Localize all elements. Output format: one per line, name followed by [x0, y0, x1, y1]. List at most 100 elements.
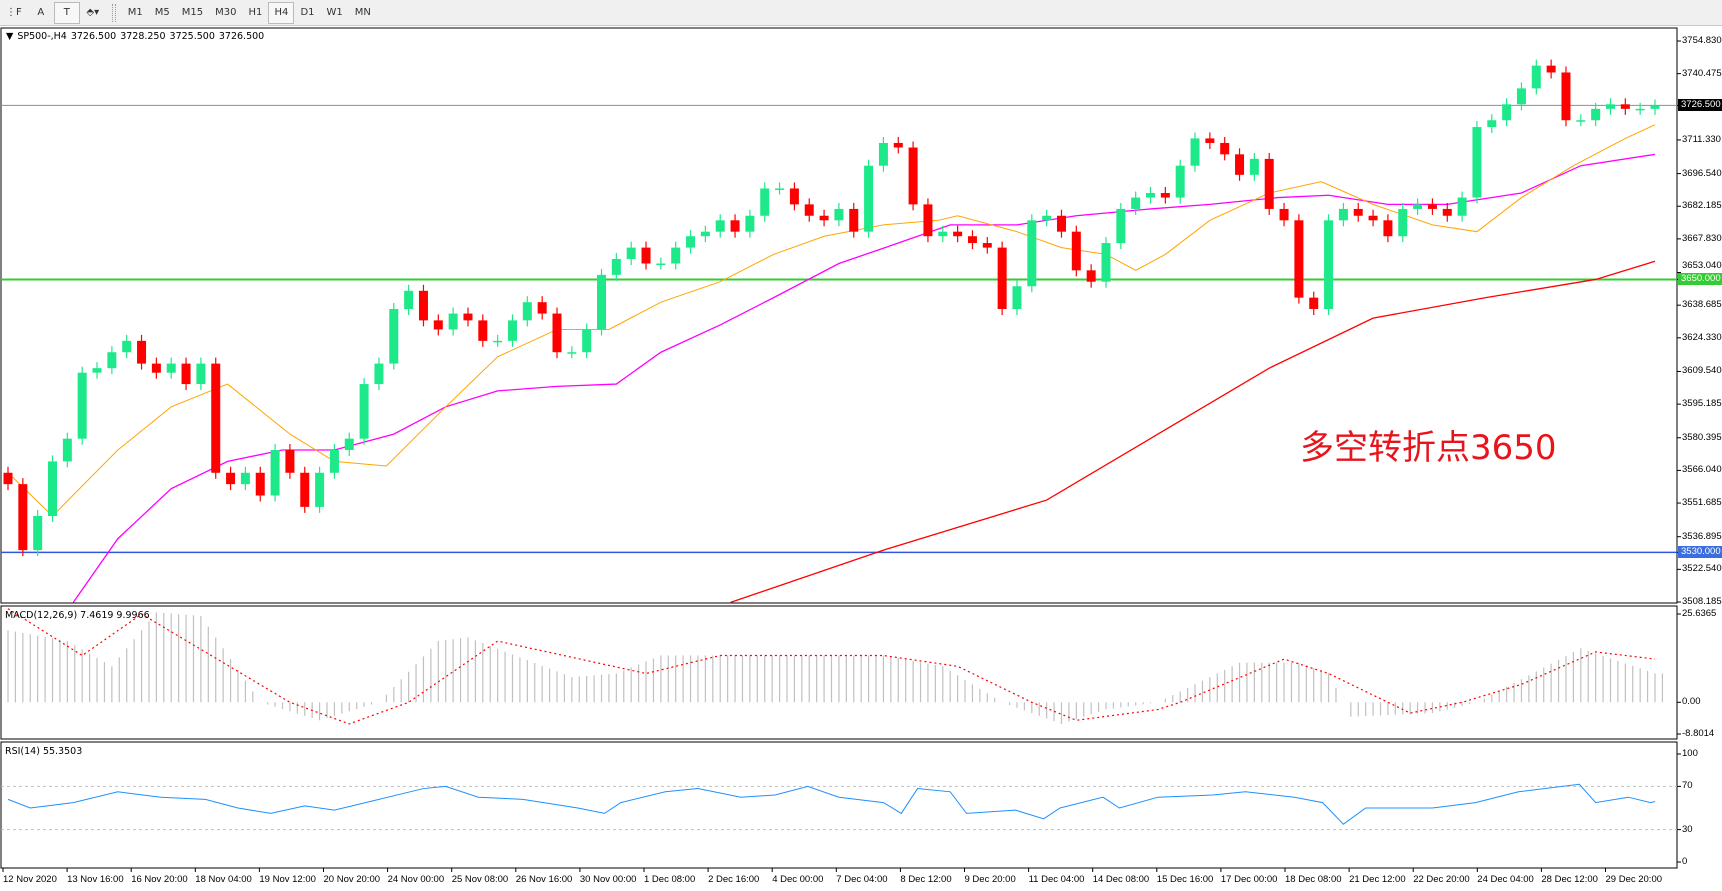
candle-body[interactable]: [374, 363, 384, 385]
candle-body[interactable]: [1294, 220, 1304, 298]
candle-body[interactable]: [864, 165, 874, 232]
candle-body[interactable]: [344, 438, 354, 451]
candle-body[interactable]: [300, 472, 310, 507]
candle-body[interactable]: [315, 472, 325, 507]
candle-body[interactable]: [582, 329, 592, 353]
candle-body[interactable]: [730, 220, 740, 232]
timeframe-h1[interactable]: H1: [248, 7, 263, 18]
candle-body[interactable]: [745, 215, 755, 232]
candle-body[interactable]: [789, 188, 799, 205]
candle-body[interactable]: [448, 313, 458, 330]
candle-body[interactable]: [1502, 104, 1512, 121]
candle-body[interactable]: [1309, 297, 1319, 310]
candle-body[interactable]: [1056, 215, 1066, 232]
candle-body[interactable]: [804, 204, 814, 216]
candle-body[interactable]: [1650, 105, 1660, 109]
candle-body[interactable]: [1235, 154, 1245, 175]
candle-body[interactable]: [493, 340, 503, 343]
candle-body[interactable]: [671, 247, 681, 264]
candle-body[interactable]: [151, 363, 161, 373]
candle-body[interactable]: [1086, 270, 1096, 282]
candle-body[interactable]: [137, 340, 147, 364]
candle-body[interactable]: [1576, 120, 1586, 122]
candle-body[interactable]: [1190, 138, 1200, 166]
candle-body[interactable]: [760, 188, 770, 216]
candle-body[interactable]: [552, 313, 562, 353]
candle-body[interactable]: [641, 247, 651, 264]
candle-body[interactable]: [33, 515, 43, 551]
candle-body[interactable]: [1487, 120, 1497, 128]
candle-body[interactable]: [923, 204, 933, 237]
candle-body[interactable]: [1353, 208, 1363, 216]
candle-body[interactable]: [122, 340, 132, 353]
candle-body[interactable]: [537, 302, 547, 314]
candle-body[interactable]: [1398, 208, 1408, 237]
timeframe-m1[interactable]: M1: [127, 7, 143, 18]
period-separator-icon[interactable]: ⋮F: [6, 7, 22, 18]
candle-body[interactable]: [1442, 208, 1452, 216]
text-label-icon[interactable]: T: [53, 1, 80, 24]
candle-body[interactable]: [1205, 138, 1215, 143]
candle-body[interactable]: [953, 231, 963, 237]
candle-body[interactable]: [1116, 208, 1126, 244]
candle-body[interactable]: [1160, 193, 1170, 198]
candle-body[interactable]: [329, 450, 339, 473]
candle-body[interactable]: [1457, 197, 1467, 216]
candle-body[interactable]: [1368, 215, 1378, 221]
candle-body[interactable]: [567, 352, 577, 354]
candle-body[interactable]: [626, 247, 636, 259]
candle-body[interactable]: [1131, 197, 1141, 209]
candle-body[interactable]: [1591, 108, 1601, 121]
candle-body[interactable]: [1249, 158, 1259, 175]
candle-body[interactable]: [507, 320, 517, 341]
candle-body[interactable]: [1146, 193, 1156, 198]
candle-body[interactable]: [92, 368, 102, 373]
candle-body[interactable]: [1635, 108, 1645, 111]
timeframe-w1[interactable]: W1: [326, 7, 343, 18]
candle-body[interactable]: [404, 290, 414, 310]
candle-body[interactable]: [1516, 88, 1526, 105]
timeframe-d1[interactable]: D1: [300, 7, 315, 18]
candle-body[interactable]: [3, 472, 13, 485]
candle-body[interactable]: [255, 472, 265, 496]
chart-annotation[interactable]: 多空转折点3650: [1300, 428, 1557, 468]
candle-body[interactable]: [1279, 208, 1289, 221]
candle-body[interactable]: [48, 461, 58, 516]
candle-body[interactable]: [1620, 104, 1630, 109]
candle-body[interactable]: [359, 384, 369, 439]
candle-body[interactable]: [1175, 165, 1185, 198]
candle-body[interactable]: [849, 208, 859, 232]
candle-body[interactable]: [1012, 286, 1022, 310]
candle-body[interactable]: [1071, 231, 1081, 271]
candle-body[interactable]: [1605, 104, 1615, 109]
candle-body[interactable]: [1561, 72, 1571, 121]
timeframe-m5[interactable]: M5: [154, 7, 170, 18]
candle-body[interactable]: [522, 302, 532, 321]
candle-body[interactable]: [226, 472, 236, 485]
candle-body[interactable]: [715, 220, 725, 232]
candle-body[interactable]: [270, 450, 280, 496]
candle-body[interactable]: [1338, 208, 1348, 221]
candle-body[interactable]: [389, 309, 399, 364]
candle-body[interactable]: [819, 215, 829, 221]
candle-body[interactable]: [1264, 158, 1274, 209]
candle-body[interactable]: [211, 363, 221, 473]
candle-body[interactable]: [1027, 220, 1037, 287]
timeframe-m15[interactable]: M15: [181, 7, 204, 18]
candle-body[interactable]: [1531, 65, 1541, 89]
candle-body[interactable]: [656, 263, 666, 266]
candle-body[interactable]: [1413, 204, 1423, 209]
timeframe-h4[interactable]: H4: [268, 1, 295, 24]
candle-body[interactable]: [893, 142, 903, 148]
candle-body[interactable]: [997, 247, 1007, 310]
candle-body[interactable]: [463, 313, 473, 321]
timeframe-mn[interactable]: MN: [354, 7, 371, 18]
candle-body[interactable]: [1427, 204, 1437, 209]
toolbar-grip[interactable]: [111, 3, 116, 22]
candle-body[interactable]: [878, 142, 888, 166]
candle-body[interactable]: [1220, 142, 1230, 155]
legend-arrow-icon[interactable]: ▼: [6, 31, 14, 42]
candle-body[interactable]: [908, 147, 918, 205]
candle-body[interactable]: [967, 236, 977, 244]
